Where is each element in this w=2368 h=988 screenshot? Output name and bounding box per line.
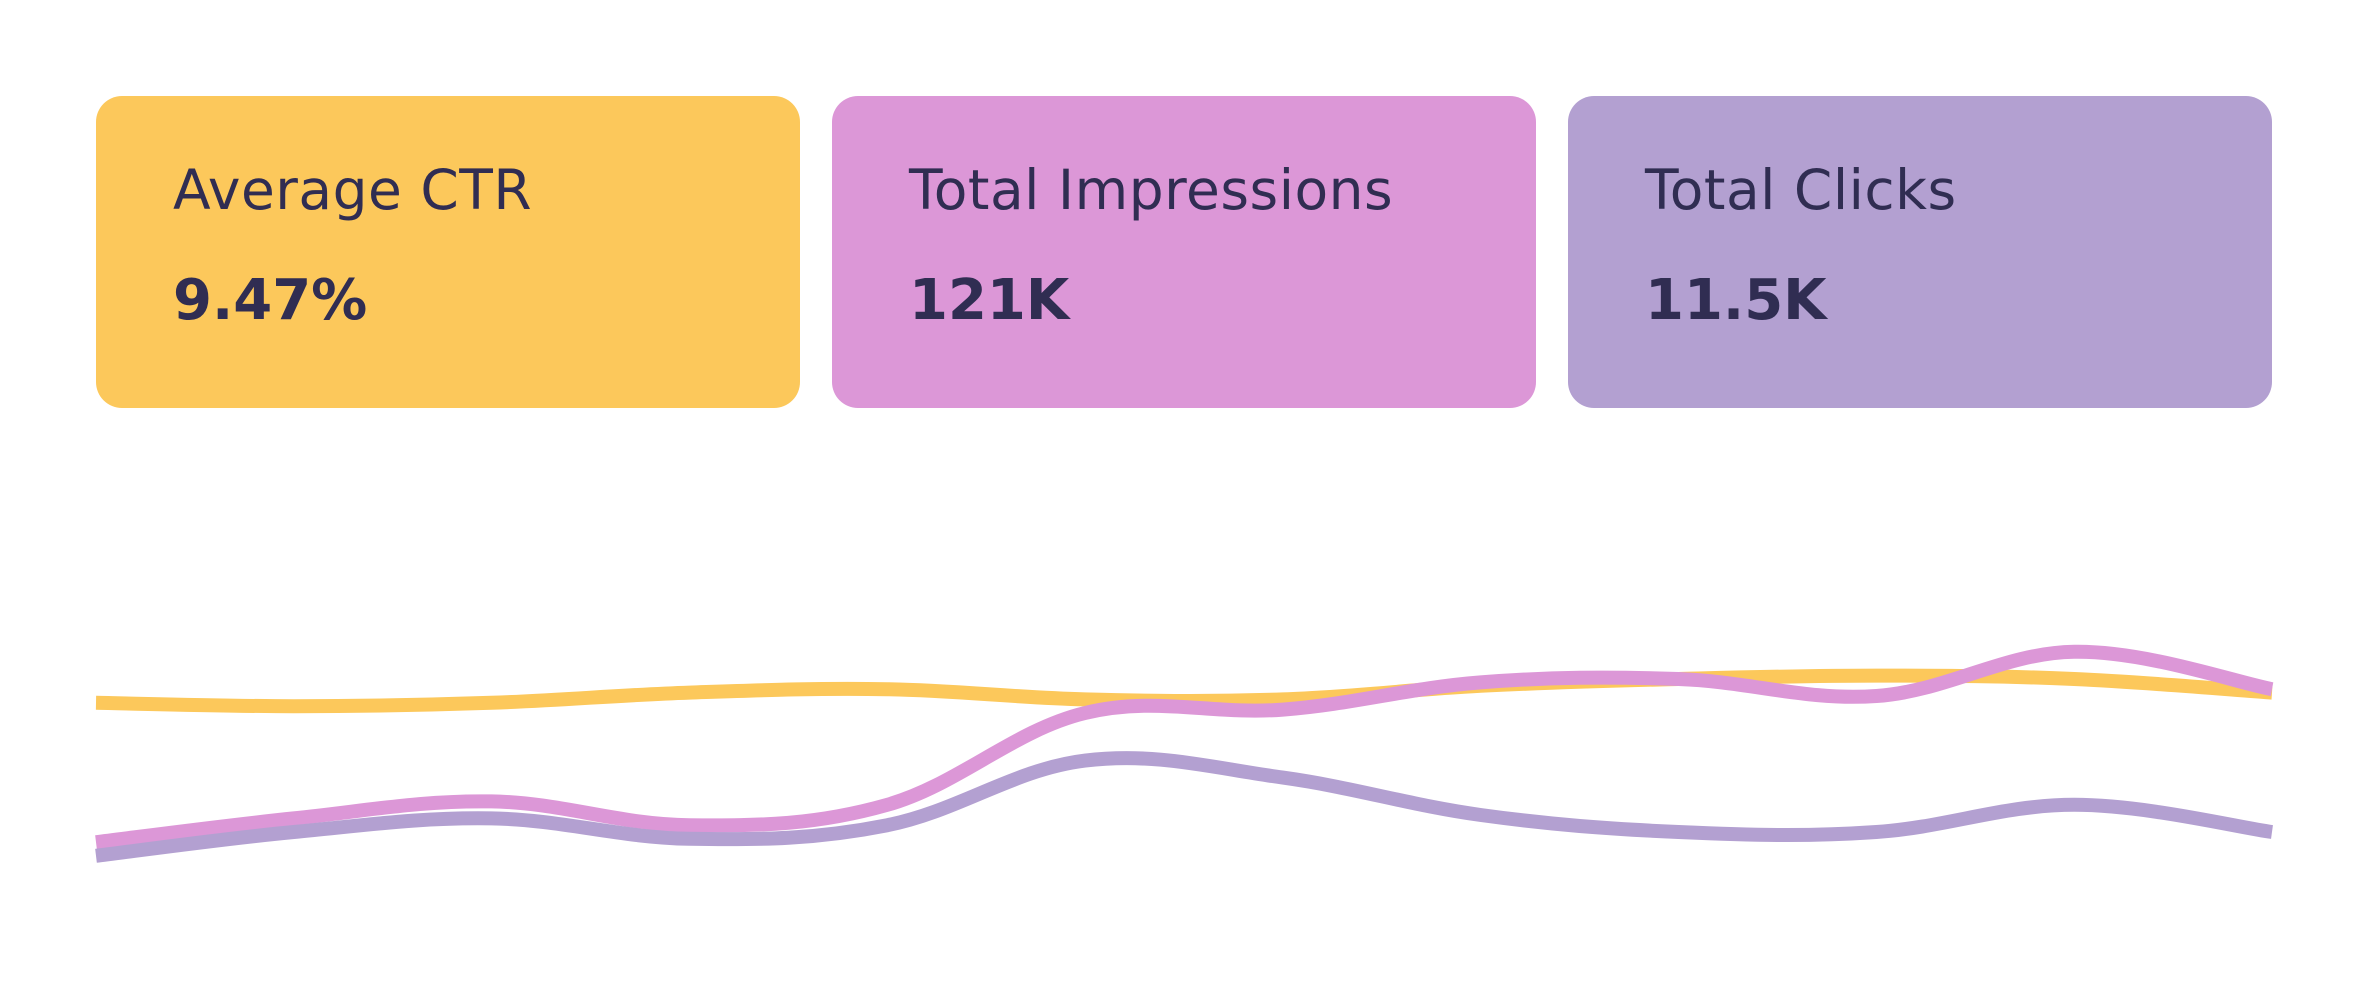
series-layer bbox=[95, 644, 2274, 863]
clicks-line bbox=[95, 751, 2273, 863]
total-clicks-value: 11.5K bbox=[1645, 268, 1827, 333]
average-ctr-card[interactable]: Average CTR 9.47% bbox=[96, 96, 800, 408]
total-clicks-label: Total Clicks bbox=[1645, 158, 1957, 222]
total-impressions-value: 121K bbox=[909, 268, 1070, 333]
average-ctr-value: 9.47% bbox=[173, 268, 368, 333]
total-clicks-card[interactable]: Total Clicks 11.5K bbox=[1568, 96, 2272, 408]
impressions-line bbox=[95, 644, 2274, 850]
total-impressions-label: Total Impressions bbox=[909, 158, 1394, 222]
average-ctr-label: Average CTR bbox=[173, 158, 533, 222]
total-impressions-card[interactable]: Total Impressions 121K bbox=[832, 96, 1536, 408]
metric-cards: Average CTR 9.47% Total Impressions 121K… bbox=[96, 96, 2272, 408]
